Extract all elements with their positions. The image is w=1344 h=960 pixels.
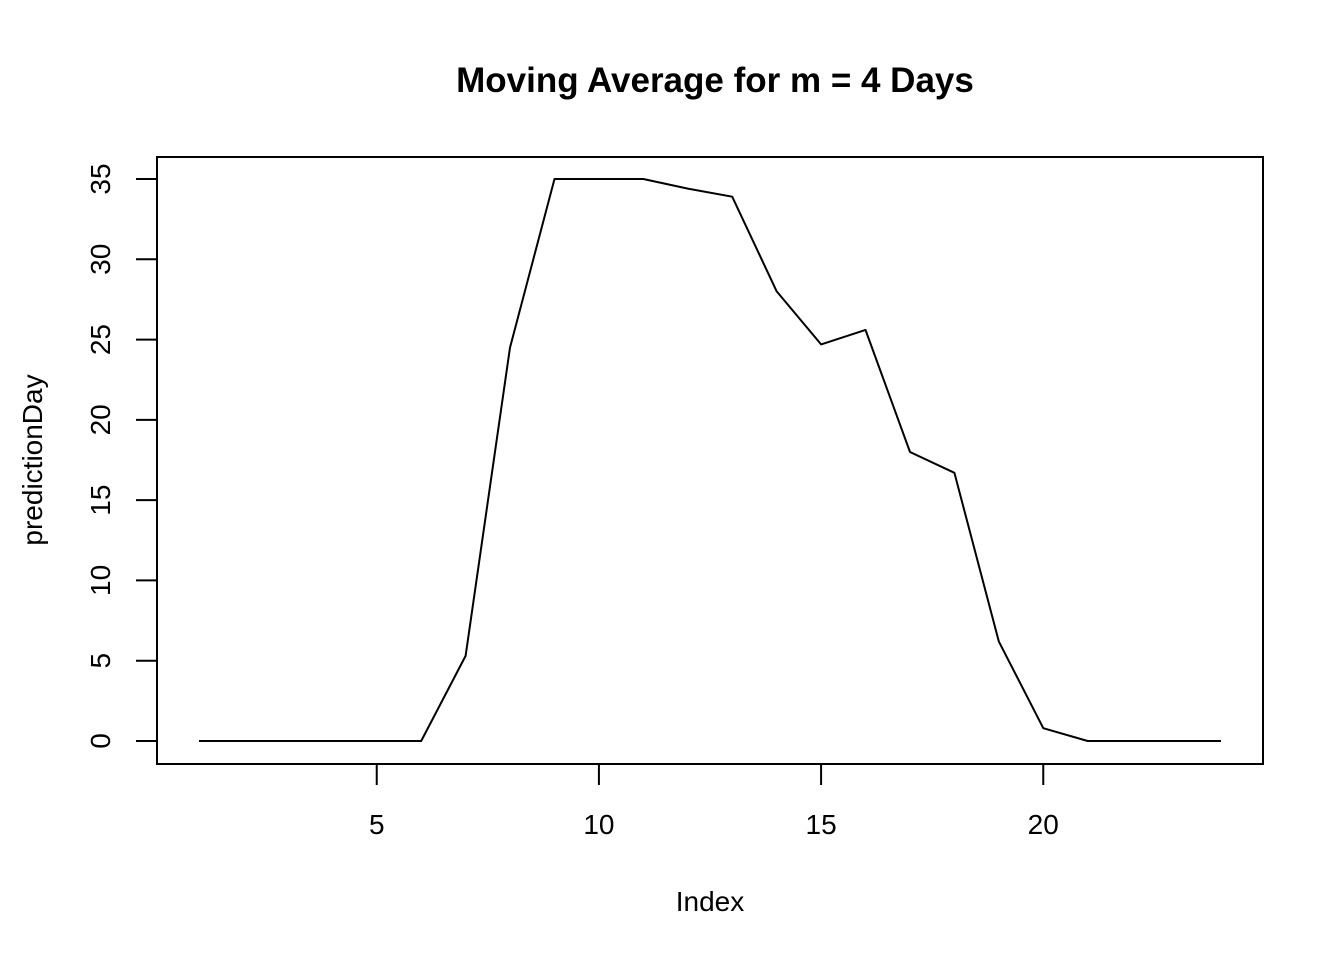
x-axis-label: Index	[676, 886, 745, 917]
series-line-1	[199, 178, 1221, 742]
y-tick-label: 10	[85, 565, 116, 596]
y-tick-label: 15	[85, 485, 116, 516]
x-tick-label: 10	[583, 809, 614, 840]
y-tick-label: 30	[85, 244, 116, 275]
y-tick-label: 5	[85, 653, 116, 669]
y-tick-label: 25	[85, 324, 116, 355]
y-tick-label: 0	[85, 733, 116, 749]
y-axis-label: predictionDay	[17, 374, 48, 545]
x-tick-label: 15	[806, 809, 837, 840]
y-axis: 0 5 10 15 20 25 30 35	[85, 163, 158, 749]
y-tick-label: 20	[85, 404, 116, 435]
x-axis: 5 10 15 20	[369, 763, 1059, 840]
x-tick-label: 20	[1028, 809, 1059, 840]
chart-title: Moving Average for m = 4 Days	[456, 61, 974, 100]
series-layer	[199, 178, 1221, 742]
y-tick-label: 35	[85, 163, 116, 194]
plot-frame	[156, 156, 1264, 765]
x-tick-label: 5	[369, 809, 385, 840]
